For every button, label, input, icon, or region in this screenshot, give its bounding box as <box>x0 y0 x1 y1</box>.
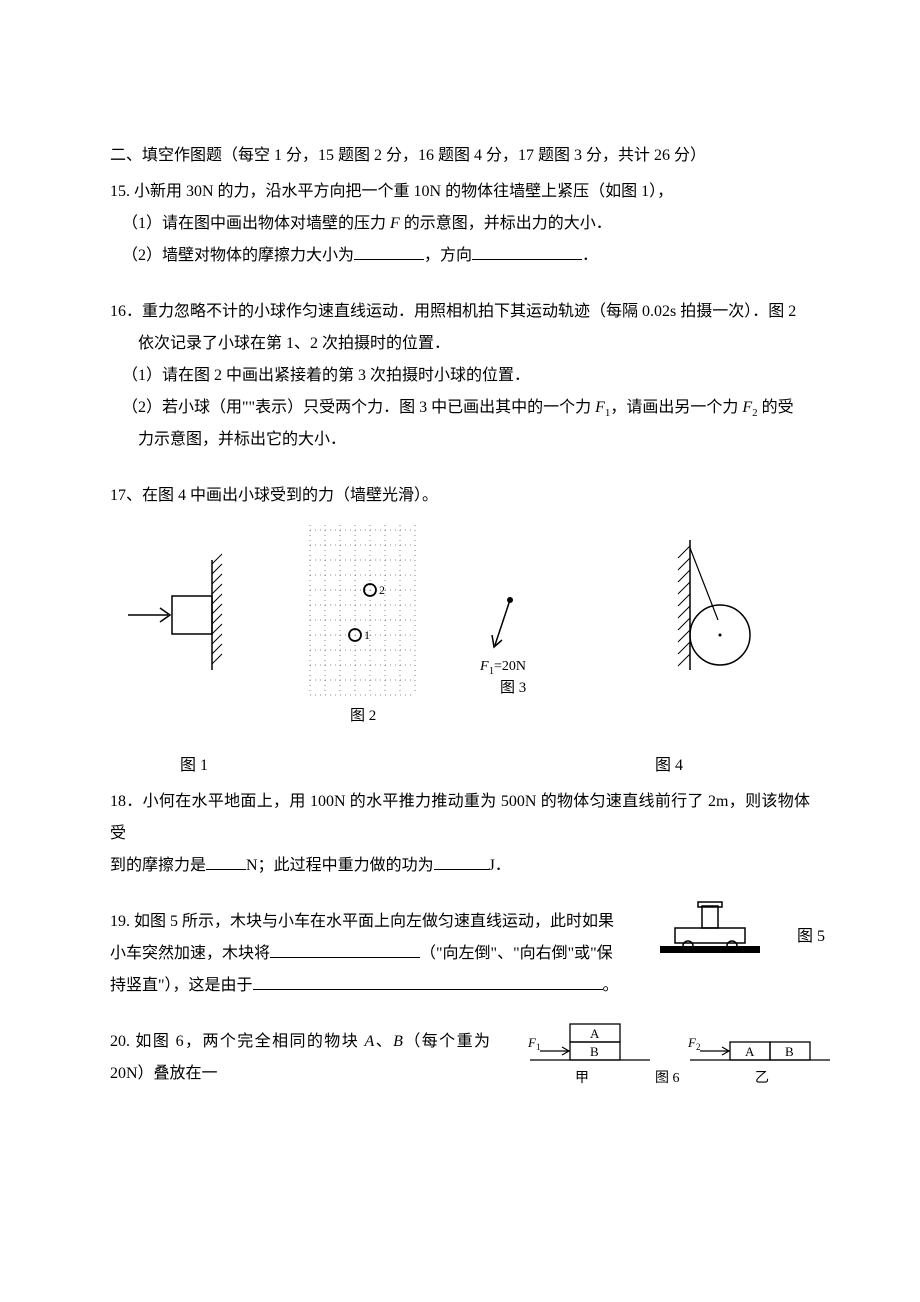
svg-text:图 6: 图 6 <box>655 1071 680 1086</box>
q16-part1: （1）请在图 2 中画出紧接着的第 3 次拍摄时小球的位置． <box>110 360 810 392</box>
svg-text:B: B <box>590 1044 599 1059</box>
svg-text:B: B <box>785 1044 794 1059</box>
fig4-label: 图 4 <box>655 750 683 782</box>
svg-text:2: 2 <box>696 1042 701 1052</box>
q18-b: 到的摩擦力是 <box>110 857 206 874</box>
figures-row: 1 2 图 2 F 1 =20N 图 3 <box>110 520 810 750</box>
q16-p2c: 的受 <box>758 399 794 416</box>
q16-p2b: ，请画出另一个力 <box>610 399 742 416</box>
q20-a: 20. 如图 6，两个完全相同的物块 <box>110 1033 365 1050</box>
question-17: 17、在图 4 中画出小球受到的力（墙壁光滑）。 <box>110 480 810 512</box>
q15-p2a: （2）墙壁对物体的摩擦力大小为 <box>122 247 354 264</box>
blank <box>354 244 424 260</box>
blank <box>270 942 420 958</box>
q15-part2: （2）墙壁对物体的摩擦力大小为 ，方向 ． <box>110 240 810 272</box>
q17-stem: 17、在图 4 中画出小球受到的力（墙壁光滑）。 <box>110 480 810 512</box>
q16-stem-l2: 依次记录了小球在第 1、2 次拍摄时的位置． <box>110 328 810 360</box>
fig1-label: 图 1 <box>180 750 208 782</box>
fig2-label: 图 2 <box>350 707 376 724</box>
question-19: 图 5 19. 如图 5 所示，木块与小车在水平面上向左做匀速直线运动，此时如果… <box>110 906 810 1002</box>
figure-6: B A F 1 甲 图 6 A B F 2 乙 <box>520 1020 830 1107</box>
fig3-label: 图 3 <box>500 679 526 696</box>
q18-l2: 到的摩擦力是 N；此过程中重力做的功为 J． <box>110 850 810 882</box>
q20-b: 、 <box>374 1033 393 1050</box>
var-B: B <box>393 1033 403 1050</box>
var-F2: F <box>742 399 752 416</box>
q15-part1: （1）请在图中画出物体对墙壁的压力 F 的示意图，并标出力的大小． <box>110 208 810 240</box>
question-15: 15. 小新用 30N 的力，沿水平方向把一个重 10N 的物体往墙壁上紧压（如… <box>110 176 810 272</box>
q16-p2a: （2）若小球（用""表示）只受两个力．图 3 中已画出其中的一个力 <box>122 399 595 416</box>
q18-c: N；此过程中重力做的功为 <box>246 857 434 874</box>
q15-p1b: 的示意图，并标出力的大小． <box>400 215 612 232</box>
q19-b: 小车突然加速，木块将 <box>110 945 270 962</box>
svg-text:=20N: =20N <box>494 659 526 674</box>
figures-bottom-labels: 图 1 图 4 <box>110 750 810 786</box>
question-20: B A F 1 甲 图 6 A B F 2 乙 <box>110 1026 810 1090</box>
svg-text:乙: 乙 <box>755 1070 769 1086</box>
svg-text:A: A <box>590 1026 600 1041</box>
svg-text:A: A <box>745 1044 755 1059</box>
blank <box>253 974 603 990</box>
q18-d: J． <box>489 857 511 874</box>
var-F1: F <box>595 399 605 416</box>
q19-d: 持竖直"），这是由于 <box>110 977 253 994</box>
svg-text:1: 1 <box>536 1042 541 1052</box>
q15-p2c: ． <box>582 247 598 264</box>
svg-text:F: F <box>479 659 489 674</box>
blank <box>434 854 489 870</box>
fig5-label: 图 5 <box>797 921 825 953</box>
q19-l3: 持竖直"），这是由于 。 <box>110 970 810 1002</box>
var-F: F <box>390 215 400 232</box>
q16-part2-l2: 力示意图，并标出它的大小． <box>110 424 810 456</box>
figure-2-3: 1 2 图 2 F 1 =20N 图 3 <box>300 520 600 752</box>
var-A: A <box>365 1033 375 1050</box>
q18-l1: 18．小何在水平地面上，用 100N 的水平推力推动重为 500N 的物体匀速直… <box>110 786 810 850</box>
question-16: 16．重力忽略不计的小球作匀速直线运动．用照相机拍下其运动轨迹（每隔 0.02s… <box>110 296 810 456</box>
svg-text:2: 2 <box>379 583 385 597</box>
figure-4 <box>620 530 780 702</box>
question-18: 18．小何在水平地面上，用 100N 的水平推力推动重为 500N 的物体匀速直… <box>110 786 810 882</box>
blank <box>472 244 582 260</box>
q19-c: （"向左倒"、"向右倒"或"保 <box>420 945 613 962</box>
q16-stem-l1: 16．重力忽略不计的小球作匀速直线运动．用照相机拍下其运动轨迹（每隔 0.02s… <box>110 296 810 328</box>
svg-text:1: 1 <box>364 628 370 642</box>
q16-part2-l1: （2）若小球（用""表示）只受两个力．图 3 中已画出其中的一个力 F1，请画出… <box>110 392 810 424</box>
figure-1 <box>120 550 250 692</box>
q15-stem: 15. 小新用 30N 的力，沿水平方向把一个重 10N 的物体往墙壁上紧压（如… <box>110 176 810 208</box>
section-heading: 二、填空作图题（每空 1 分，15 题图 2 分，16 题图 4 分，17 题图… <box>110 140 810 172</box>
q15-p1a: （1）请在图中画出物体对墙壁的压力 <box>122 215 390 232</box>
q15-p2b: ，方向 <box>424 247 472 264</box>
blank <box>206 854 246 870</box>
svg-text:甲: 甲 <box>575 1071 589 1086</box>
q19-e: 。 <box>603 977 619 994</box>
